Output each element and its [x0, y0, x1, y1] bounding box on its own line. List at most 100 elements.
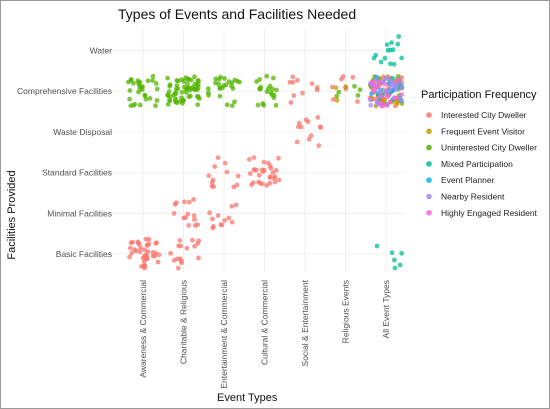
point-interested-city-dweller	[247, 171, 253, 177]
data-points	[125, 34, 405, 271]
point-uninterested-city-dweller	[165, 102, 171, 107]
point-interested-city-dweller	[185, 211, 191, 217]
point-uninterested-city-dweller	[334, 93, 340, 99]
point-uninterested-city-dweller	[128, 77, 134, 83]
point-mixed-participation	[399, 250, 404, 256]
x-tick-label-entertainment-and-commercial: Entertainment & Commercial	[219, 280, 229, 389]
x-tick-label-awareness-and-commercial: Awareness & Commercial	[138, 280, 148, 378]
point-interested-city-dweller	[316, 143, 322, 149]
point-interested-city-dweller	[196, 255, 201, 261]
point-uninterested-city-dweller	[165, 92, 171, 97]
point-interested-city-dweller	[246, 157, 252, 162]
point-nearby-resident	[393, 87, 399, 93]
point-interested-city-dweller	[186, 223, 192, 228]
point-interested-city-dweller	[296, 120, 302, 126]
point-uninterested-city-dweller	[222, 76, 228, 81]
point-interested-city-dweller	[190, 237, 195, 243]
point-interested-city-dweller	[142, 247, 148, 253]
point-interested-city-dweller	[171, 211, 177, 216]
point-interested-city-dweller	[183, 215, 188, 221]
point-mixed-participation	[395, 41, 401, 47]
point-interested-city-dweller	[226, 215, 232, 221]
point-interested-city-dweller	[294, 139, 300, 145]
point-uninterested-city-dweller	[172, 91, 178, 96]
point-interested-city-dweller	[146, 241, 152, 247]
point-uninterested-city-dweller	[226, 79, 232, 84]
point-interested-city-dweller	[272, 179, 278, 185]
point-uninterested-city-dweller	[127, 96, 132, 102]
point-highly-engaged-resident	[395, 77, 401, 83]
point-interested-city-dweller	[142, 253, 148, 258]
point-uninterested-city-dweller	[179, 95, 184, 101]
point-interested-city-dweller	[267, 163, 273, 169]
point-uninterested-city-dweller	[232, 99, 237, 105]
point-interested-city-dweller	[270, 170, 276, 175]
point-interested-city-dweller	[215, 155, 221, 161]
point-interested-city-dweller	[339, 76, 344, 82]
x-tick-label-charitable-and-religious: Charitable & Religious	[179, 280, 189, 364]
y-tick-label-waste-disposal: Waste Disposal	[53, 127, 112, 137]
point-uninterested-city-dweller	[143, 96, 149, 102]
point-interested-city-dweller	[315, 115, 321, 120]
point-uninterested-city-dweller	[173, 87, 179, 92]
point-interested-city-dweller	[184, 245, 190, 251]
point-interested-city-dweller	[235, 173, 241, 179]
point-interested-city-dweller	[130, 239, 136, 245]
point-interested-city-dweller	[222, 160, 228, 166]
point-interested-city-dweller	[306, 136, 312, 142]
point-interested-city-dweller	[295, 124, 301, 130]
point-uninterested-city-dweller	[154, 98, 160, 103]
y-tick-labels: Basic Facilities Minimal Facilities Standa…	[17, 46, 112, 260]
point-highly-engaged-resident	[387, 99, 393, 104]
y-tick-label-water: Water	[90, 46, 113, 56]
point-uninterested-city-dweller	[179, 89, 185, 95]
point-interested-city-dweller	[256, 172, 262, 178]
legend-key-highly-engaged-resident	[426, 210, 432, 216]
point-uninterested-city-dweller	[165, 75, 171, 81]
point-uninterested-city-dweller	[395, 74, 401, 79]
legend-key-frequent-event-visitor	[426, 128, 432, 135]
point-uninterested-city-dweller	[195, 87, 200, 92]
point-mixed-participation	[374, 243, 380, 249]
point-nearby-resident	[388, 84, 394, 90]
point-highly-engaged-resident	[371, 79, 377, 85]
point-uninterested-city-dweller	[237, 79, 243, 85]
y-tick-label-basic-facilities: Basic Facilities	[56, 249, 112, 259]
point-uninterested-city-dweller	[185, 81, 190, 87]
point-interested-city-dweller	[175, 265, 181, 271]
point-interested-city-dweller	[173, 200, 179, 206]
point-interested-city-dweller	[171, 257, 177, 263]
point-frequent-event-visitor	[334, 97, 340, 103]
point-interested-city-dweller	[295, 77, 300, 83]
point-mixed-participation	[388, 47, 393, 53]
point-uninterested-city-dweller	[150, 78, 156, 83]
point-uninterested-city-dweller	[197, 96, 202, 101]
point-uninterested-city-dweller	[264, 73, 270, 79]
point-mixed-participation	[397, 262, 403, 268]
point-interested-city-dweller	[261, 159, 267, 165]
point-uninterested-city-dweller	[127, 88, 133, 93]
point-interested-city-dweller	[192, 243, 198, 249]
point-interested-city-dweller	[191, 197, 197, 202]
point-interested-city-dweller	[256, 179, 261, 185]
legend-key-uninterested-city-dweller	[426, 144, 432, 151]
point-uninterested-city-dweller	[355, 93, 361, 98]
point-interested-city-dweller	[224, 169, 230, 175]
point-uninterested-city-dweller	[274, 87, 279, 93]
point-highly-engaged-resident	[379, 94, 385, 100]
point-mixed-participation	[371, 55, 377, 61]
point-uninterested-city-dweller	[224, 102, 230, 108]
point-interested-city-dweller	[318, 125, 324, 130]
point-uninterested-city-dweller	[273, 102, 279, 108]
point-interested-city-dweller	[182, 199, 187, 205]
point-interested-city-dweller	[186, 199, 192, 205]
point-interested-city-dweller	[260, 181, 265, 187]
point-uninterested-city-dweller	[269, 86, 275, 92]
legend-key-interested-city-dweller	[426, 112, 432, 118]
point-highly-engaged-resident	[385, 103, 390, 108]
point-interested-city-dweller	[178, 258, 184, 264]
point-uninterested-city-dweller	[261, 102, 267, 108]
legend-key-event-planner	[426, 177, 432, 183]
point-interested-city-dweller	[305, 119, 311, 125]
point-uninterested-city-dweller	[229, 103, 235, 109]
